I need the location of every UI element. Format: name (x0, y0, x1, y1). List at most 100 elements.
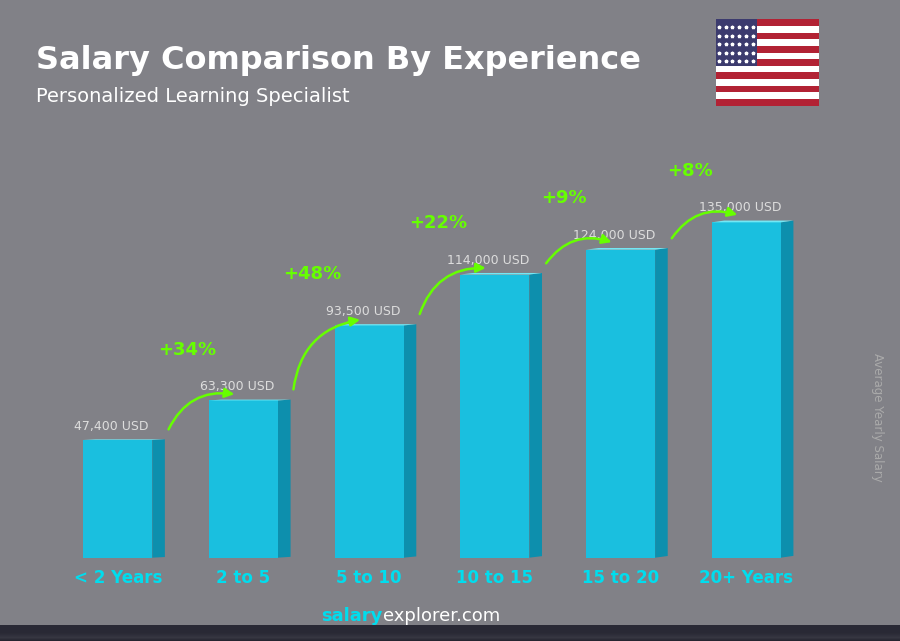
Bar (0, 632, 900, 640)
Bar (0, 628, 900, 635)
Bar (0, 626, 900, 633)
Bar (0, 631, 900, 639)
Bar (0, 628, 900, 636)
Bar (0, 631, 900, 638)
Bar (0, 633, 900, 640)
Text: 135,000 USD: 135,000 USD (698, 201, 781, 214)
Polygon shape (655, 248, 668, 558)
Bar (0, 628, 900, 636)
Text: +8%: +8% (667, 162, 713, 180)
Bar (0, 631, 900, 639)
Bar (0, 632, 900, 640)
Bar (0, 631, 900, 640)
Bar (0, 629, 900, 637)
Bar (0, 629, 900, 637)
Bar (0, 628, 900, 637)
Text: 47,400 USD: 47,400 USD (74, 420, 148, 433)
Bar (0, 632, 900, 640)
Bar (0, 627, 900, 635)
Text: explorer.com: explorer.com (382, 607, 500, 625)
Bar (716, 66, 819, 72)
Bar (716, 19, 757, 66)
Bar (0, 626, 900, 634)
Bar (0, 633, 900, 641)
Bar (0, 629, 900, 638)
Bar (83, 440, 152, 558)
Bar (716, 46, 819, 53)
Bar (0, 628, 900, 635)
Bar (0, 631, 900, 640)
Bar (0, 629, 900, 637)
Bar (0, 627, 900, 635)
Bar (0, 630, 900, 638)
Bar (335, 326, 404, 558)
Bar (0, 633, 900, 640)
Bar (0, 628, 900, 637)
Text: Personalized Learning Specialist: Personalized Learning Specialist (36, 87, 349, 106)
Bar (716, 33, 819, 39)
Bar (586, 249, 655, 558)
Polygon shape (781, 221, 794, 558)
Bar (0, 629, 900, 638)
Bar (0, 629, 900, 637)
Bar (209, 401, 278, 558)
Polygon shape (209, 399, 291, 401)
Bar (0, 628, 900, 637)
Bar (716, 26, 819, 33)
Polygon shape (712, 221, 794, 222)
Bar (0, 631, 900, 639)
Bar (716, 72, 819, 79)
Bar (0, 626, 900, 634)
Bar (716, 86, 819, 92)
Bar (0, 632, 900, 640)
Bar (0, 631, 900, 638)
Text: +22%: +22% (410, 214, 467, 232)
Text: Salary Comparison By Experience: Salary Comparison By Experience (36, 45, 641, 76)
Polygon shape (460, 273, 542, 274)
Bar (0, 626, 900, 633)
Bar (0, 630, 900, 638)
Text: 93,500 USD: 93,500 USD (326, 305, 400, 318)
Bar (0, 633, 900, 641)
Text: 124,000 USD: 124,000 USD (573, 229, 655, 242)
Bar (716, 59, 819, 66)
Bar (0, 630, 900, 638)
Polygon shape (335, 324, 417, 326)
Bar (0, 628, 900, 636)
Bar (0, 629, 900, 638)
Bar (0, 633, 900, 640)
Bar (0, 627, 900, 635)
Bar (0, 630, 900, 638)
Bar (716, 92, 819, 99)
Bar (0, 629, 900, 637)
Bar (0, 626, 900, 634)
Bar (0, 633, 900, 641)
Bar (0, 632, 900, 640)
Bar (716, 99, 819, 106)
Bar (0, 626, 900, 634)
Bar (0, 629, 900, 637)
Text: +34%: +34% (158, 341, 216, 359)
Text: salary: salary (321, 607, 382, 625)
Bar (0, 631, 900, 639)
Bar (716, 39, 819, 46)
Bar (0, 632, 900, 640)
Text: Average Yearly Salary: Average Yearly Salary (871, 353, 884, 481)
Bar (0, 629, 900, 637)
Bar (0, 626, 900, 634)
Bar (716, 19, 819, 26)
Bar (0, 629, 900, 637)
Bar (716, 53, 819, 59)
Text: 63,300 USD: 63,300 USD (200, 380, 274, 394)
Bar (0, 631, 900, 640)
Bar (0, 631, 900, 639)
Bar (0, 631, 900, 639)
Bar (0, 628, 900, 636)
Bar (0, 629, 900, 637)
Bar (716, 79, 819, 86)
Polygon shape (529, 273, 542, 558)
Polygon shape (586, 248, 668, 249)
Text: +9%: +9% (541, 189, 587, 207)
Bar (0, 629, 900, 638)
Bar (0, 627, 900, 635)
